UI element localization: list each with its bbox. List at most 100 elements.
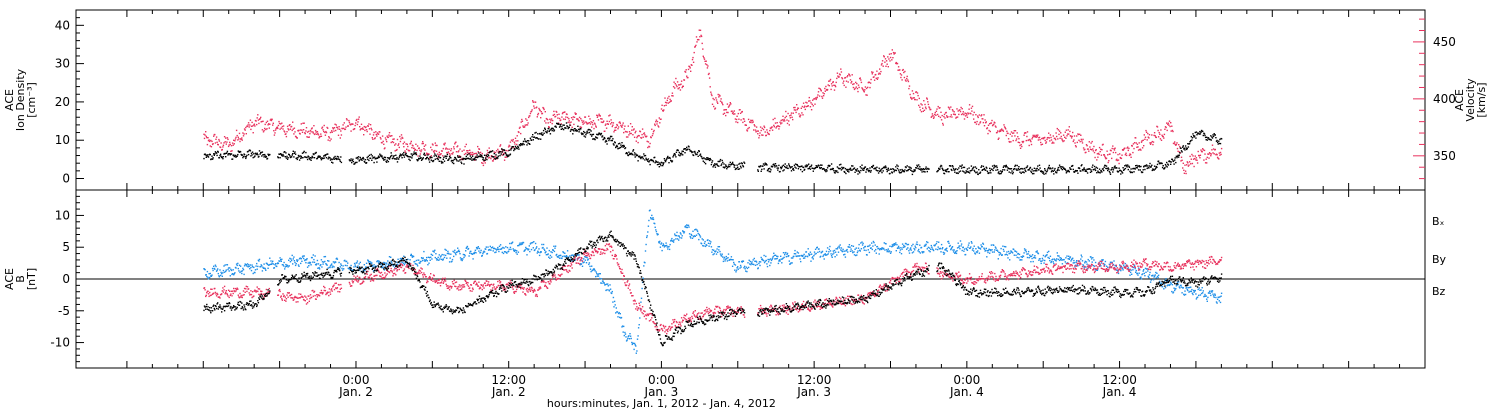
density-point — [395, 158, 396, 159]
by-point — [750, 261, 751, 262]
by-point — [435, 257, 436, 258]
velocity-point — [419, 147, 420, 148]
by-point — [849, 244, 850, 245]
velocity-point — [548, 122, 549, 123]
density-point — [527, 142, 528, 143]
by-point — [418, 260, 419, 261]
velocity-point — [1169, 126, 1170, 127]
by-point — [209, 277, 210, 278]
density-point — [1195, 137, 1196, 138]
density-point — [602, 135, 603, 136]
velocity-point — [762, 135, 763, 136]
velocity-point — [242, 139, 243, 140]
velocity-point — [425, 144, 426, 145]
velocity-point — [1206, 162, 1207, 163]
velocity-point — [763, 126, 764, 127]
density-point — [612, 140, 613, 141]
density-point — [811, 165, 812, 166]
density-point — [971, 165, 972, 166]
velocity-point — [206, 136, 207, 137]
by-point — [438, 260, 439, 261]
density-point — [1181, 151, 1182, 152]
by-point — [636, 353, 637, 354]
by-point — [332, 265, 333, 266]
velocity-point — [272, 124, 273, 125]
density-point — [924, 171, 925, 172]
by-point — [816, 253, 817, 254]
density-point — [1029, 169, 1030, 170]
velocity-point — [213, 136, 214, 137]
velocity-point — [1059, 131, 1060, 132]
by-point — [639, 324, 640, 325]
by-point — [858, 244, 859, 245]
density-point — [210, 154, 211, 155]
by-point — [872, 245, 873, 246]
density-point — [206, 157, 207, 158]
velocity-point — [444, 144, 445, 145]
density-point — [1015, 165, 1016, 166]
velocity-point — [651, 129, 652, 130]
velocity-point — [1221, 148, 1222, 149]
velocity-point — [1066, 135, 1067, 136]
velocity-point — [874, 80, 875, 81]
density-point — [596, 134, 597, 135]
velocity-point — [303, 129, 304, 130]
velocity-point — [1128, 148, 1129, 149]
density-point — [953, 168, 954, 169]
density-point — [869, 170, 870, 171]
velocity-point — [1089, 146, 1090, 147]
by-point — [215, 265, 216, 266]
velocity-point — [521, 119, 522, 120]
by-point — [424, 259, 425, 260]
density-point — [524, 138, 525, 139]
density-point — [1043, 174, 1044, 175]
by-point — [680, 233, 681, 234]
density-point — [302, 157, 303, 158]
velocity-point — [904, 77, 905, 78]
by-point — [366, 263, 367, 264]
by-point — [534, 249, 535, 250]
velocity-point — [986, 121, 987, 122]
density-point — [1179, 155, 1180, 156]
by-point — [307, 267, 308, 268]
velocity-point — [716, 99, 717, 100]
by-point — [743, 261, 744, 262]
velocity-point — [407, 146, 408, 147]
density-point — [613, 144, 614, 145]
by-point — [526, 254, 527, 255]
velocity-point — [556, 111, 557, 112]
velocity-point — [382, 135, 383, 136]
velocity-point — [1176, 144, 1177, 145]
velocity-point — [1183, 163, 1184, 164]
by-point — [435, 253, 436, 254]
density-point — [990, 172, 991, 173]
velocity-point — [364, 130, 365, 131]
density-point — [701, 156, 702, 157]
velocity-point — [852, 84, 853, 85]
density-point — [398, 158, 399, 159]
density-point — [1142, 172, 1143, 173]
density-point — [728, 164, 729, 165]
velocity-point — [601, 121, 602, 122]
velocity-point — [925, 107, 926, 108]
velocity-point — [1128, 150, 1129, 151]
velocity-point — [980, 121, 981, 122]
density-point — [831, 163, 832, 164]
density-point — [334, 159, 335, 160]
by-point — [258, 260, 259, 261]
density-point — [592, 138, 593, 139]
density-point — [686, 147, 687, 148]
by-point — [624, 332, 625, 333]
density-point — [470, 158, 471, 159]
density-point — [1158, 161, 1159, 162]
by-point — [286, 266, 287, 267]
velocity-point — [942, 115, 943, 116]
density-point — [740, 167, 741, 168]
velocity-point — [1134, 142, 1135, 143]
velocity-point — [298, 130, 299, 131]
by-point — [238, 270, 239, 271]
velocity-point — [422, 141, 423, 142]
by-point — [356, 262, 357, 263]
velocity-point — [799, 116, 800, 117]
density-point — [434, 153, 435, 154]
